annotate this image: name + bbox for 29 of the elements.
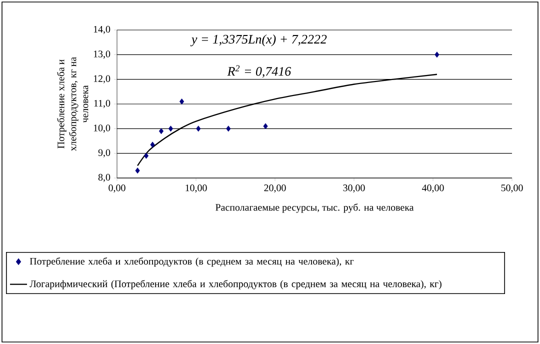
point <box>263 123 268 130</box>
point <box>179 98 184 105</box>
y-tick-label: 10,0 <box>94 124 110 133</box>
y-tick-label: 8,0 <box>98 174 110 182</box>
legend-label: Логарифмический (Потребление хлеба и хлебопродуктов (в среднем за месяц на человека), кг) <box>30 280 442 290</box>
x-tick-label: 20,00 <box>264 184 286 193</box>
x-tick-label: 40,00 <box>422 184 444 193</box>
x-axis-title: Располагаемые ресурсы, тыс. руб. на человека <box>216 204 414 213</box>
y-axis-title: Потребление хлеба и хлебопродуктов, кг на человека <box>57 57 88 152</box>
annotation: y = 1,3375Ln(x) + 7,2222 <box>190 34 327 46</box>
point <box>135 168 140 174</box>
point <box>150 142 155 148</box>
y-tick-label: 11,0 <box>94 100 110 108</box>
legend-label: Потребление хлеба и хлебопродуктов (в среднем за месяц на человека), кг <box>30 257 354 267</box>
y-tick-label: 13,0 <box>94 50 110 59</box>
point <box>144 152 149 159</box>
x-tick-label: 0,00 <box>108 184 126 193</box>
y-tick-label: 14,0 <box>94 26 110 34</box>
x-tick-label: 10,00 <box>186 184 207 193</box>
point <box>196 126 201 132</box>
point <box>434 52 440 58</box>
y-tick-label: 9,0 <box>98 149 110 158</box>
x-tick-label: 30,00 <box>343 184 365 193</box>
x-tick-label: 50,00 <box>501 184 523 193</box>
point <box>226 126 231 132</box>
point <box>168 126 174 132</box>
point <box>158 128 164 134</box>
y-tick-label: 12,0 <box>94 75 110 84</box>
annotation: R$^{2}$ = 0,7416 <box>227 65 292 78</box>
